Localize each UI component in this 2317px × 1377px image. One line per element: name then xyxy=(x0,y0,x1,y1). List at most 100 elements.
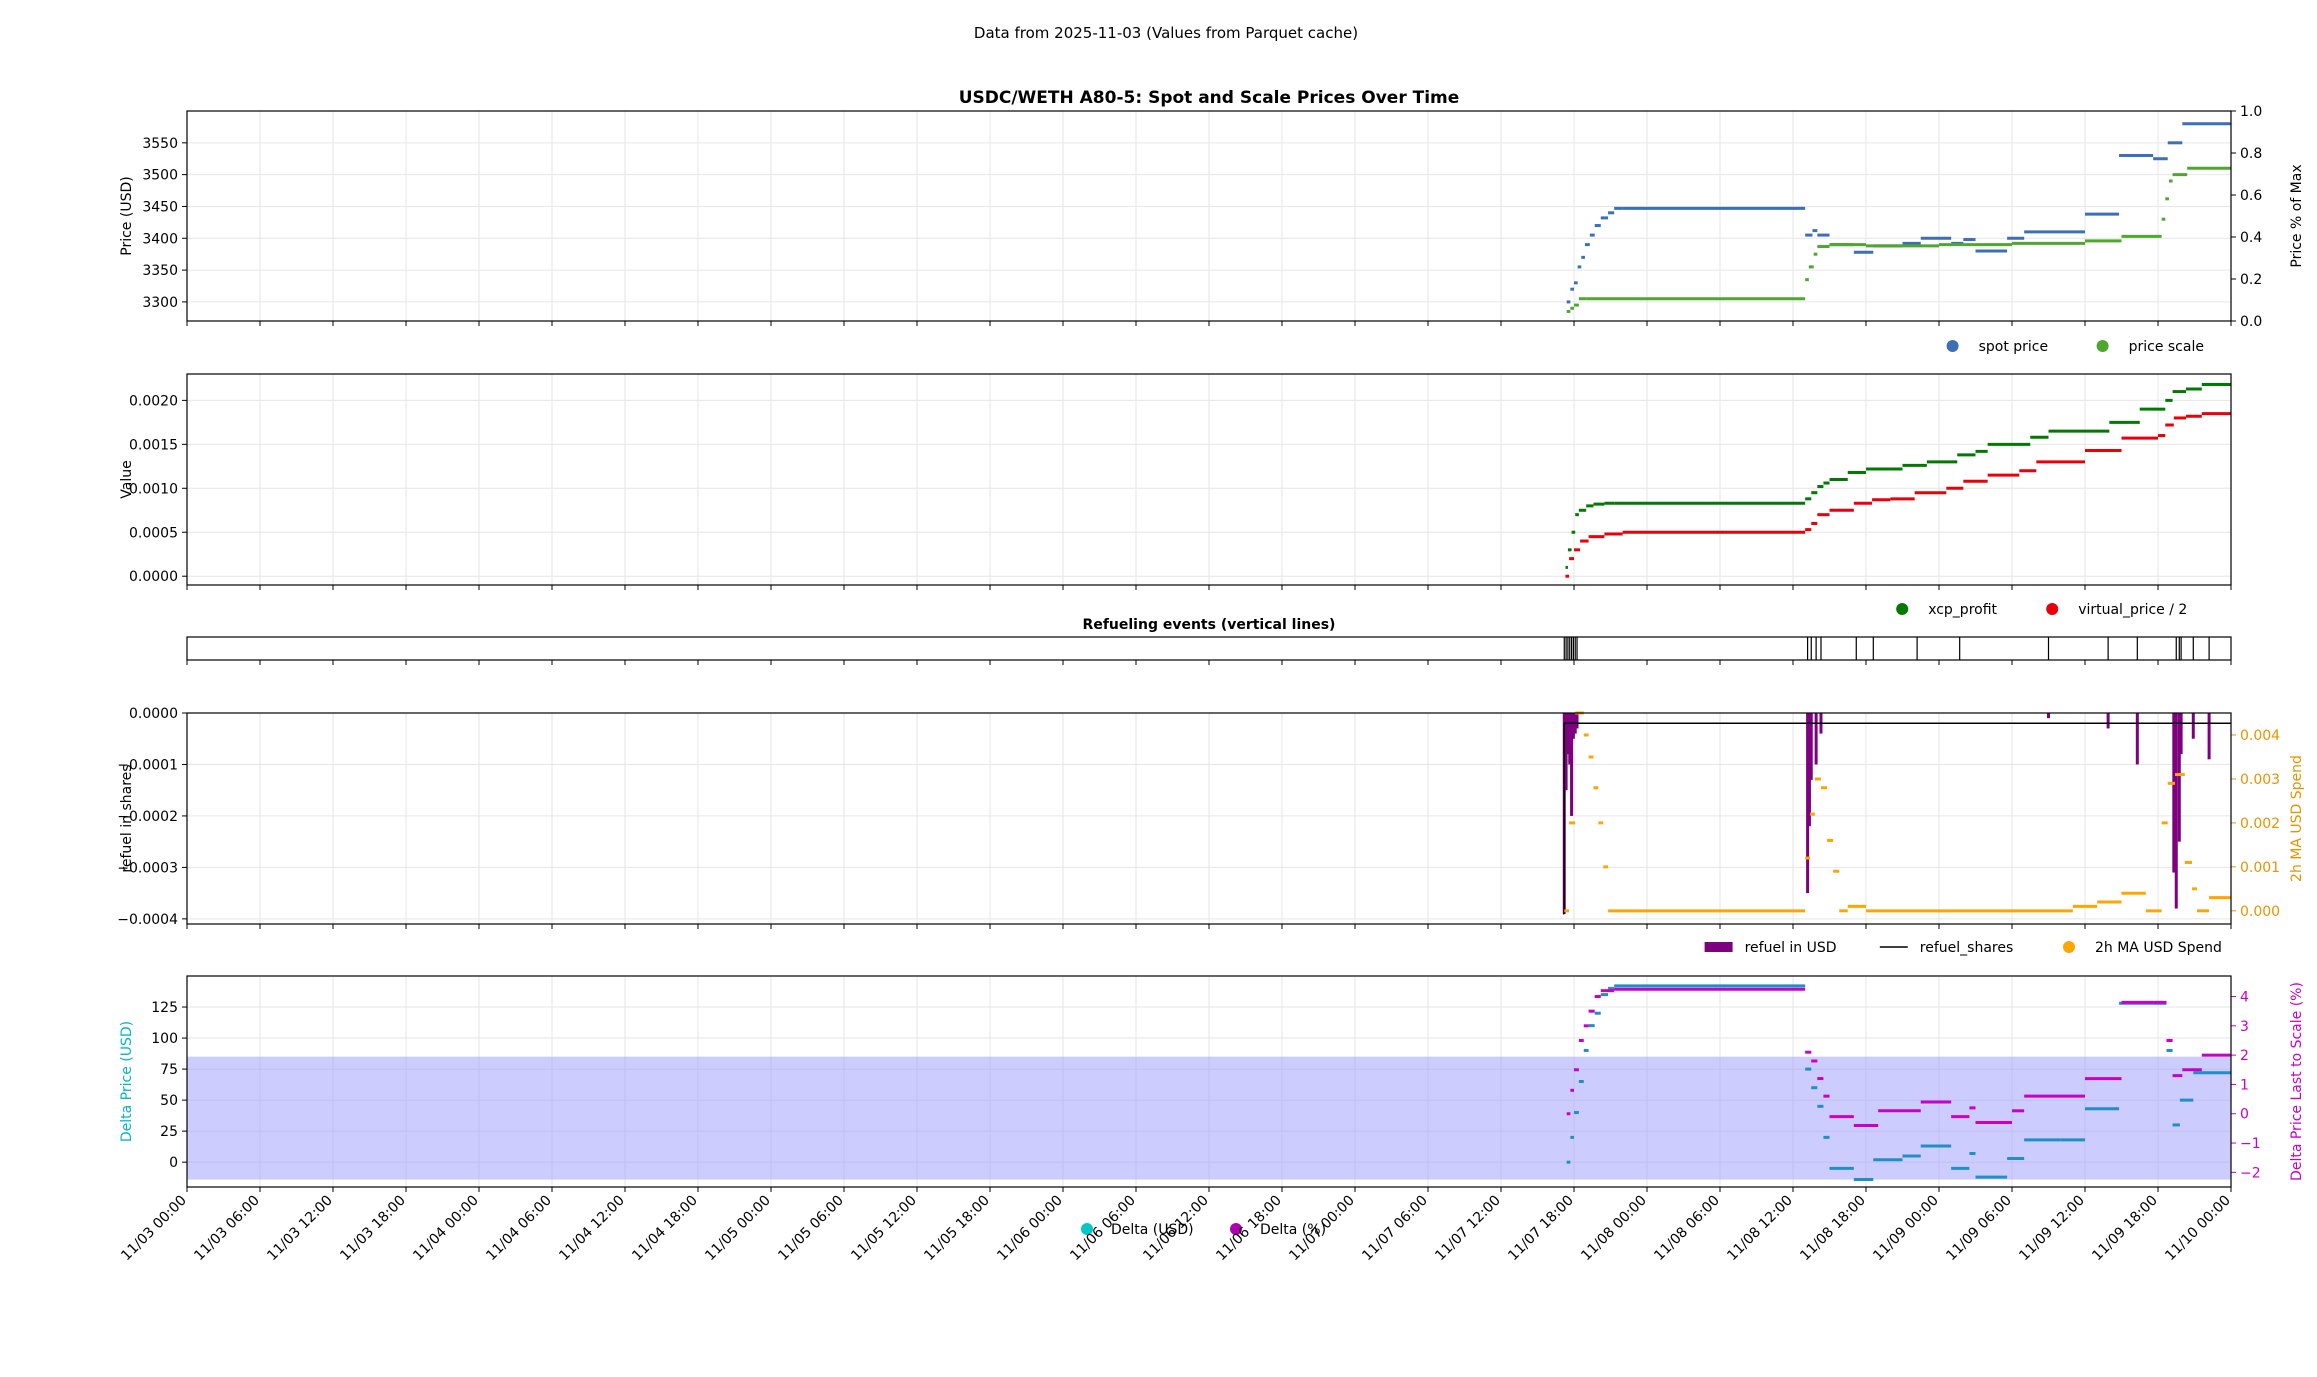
legend-label: price scale xyxy=(2129,339,2204,355)
legend-label: refuel_shares xyxy=(1920,940,2013,956)
legend-label: Delta (%) xyxy=(1260,1222,1326,1238)
refuel-usd-bar xyxy=(1564,713,1568,791)
refuel-usd-bar xyxy=(2207,713,2211,760)
refuel-usd-bar xyxy=(2191,713,2195,739)
legend-label: Delta (USD) xyxy=(1111,1222,1194,1238)
refuel-usd-bar xyxy=(1566,713,1570,755)
x-tick-label: 11/05 00:00 xyxy=(702,1193,774,1265)
y-tick-label: −0.0004 xyxy=(117,912,178,928)
y2-tick-label: 0.0 xyxy=(2240,314,2262,330)
panel-title: Refueling events (vertical lines) xyxy=(1083,617,1336,633)
y2-tick-label: −2 xyxy=(2240,1165,2261,1181)
x-tick-label: 11/03 18:00 xyxy=(337,1193,409,1265)
y-tick-label: −0.0003 xyxy=(117,860,178,876)
y2-tick-label: 0.004 xyxy=(2240,728,2280,744)
x-tick-label: 11/06 00:00 xyxy=(994,1193,1066,1265)
legend-marker xyxy=(2063,941,2075,953)
refuel-usd-bar xyxy=(1571,713,1575,739)
legend-label: spot price xyxy=(1979,339,2049,355)
x-tick-label: 11/04 18:00 xyxy=(629,1193,701,1265)
x-tick-label: 11/10 00:00 xyxy=(2162,1193,2234,1265)
legend-marker xyxy=(1896,603,1909,615)
refuel-usd-bar xyxy=(1575,713,1579,729)
y-tick-label: 0.0020 xyxy=(129,393,178,409)
y-tick-label: −0.0001 xyxy=(117,757,178,773)
y-tick-label: 50 xyxy=(160,1093,178,1109)
y-tick-label: 100 xyxy=(151,1031,178,1047)
legend-marker xyxy=(1081,1223,1093,1235)
y2-axis-label: 2h MA USD Spend xyxy=(2289,755,2305,882)
x-tick-label: 11/03 12:00 xyxy=(264,1193,336,1265)
y-axis-label: Delta Price (USD) xyxy=(119,1021,135,1142)
x-tick-label: 11/04 12:00 xyxy=(556,1193,628,1265)
y2-tick-label: 1 xyxy=(2240,1077,2249,1093)
x-axis-tick-labels: 11/03 00:00 11/03 06:00 11/03 12:00 11/03 1… xyxy=(118,1193,2234,1265)
x-tick-label: 11/05 06:00 xyxy=(775,1193,847,1265)
refuel-usd-bar xyxy=(2135,713,2139,765)
refuel-usd-bar xyxy=(1570,713,1574,816)
refuel-usd-bar xyxy=(1809,713,1813,780)
y2-tick-label: 0.003 xyxy=(2240,772,2280,788)
y-axis-label: refuel in shares xyxy=(119,764,135,872)
y-tick-label: 3350 xyxy=(142,263,178,279)
x-tick-label: 11/04 06:00 xyxy=(483,1193,555,1265)
x-tick-label: 11/03 00:00 xyxy=(118,1193,190,1265)
y-tick-label: 3300 xyxy=(142,295,178,311)
x-tick-label: 11/08 18:00 xyxy=(1797,1193,1869,1265)
delta-price-panel: 0 25 50 75 100 125 Delta Price (USD) −2 −1 0 1 2 3 4 D… xyxy=(119,975,2305,1238)
legend-marker xyxy=(2096,340,2109,352)
y-tick-label: 3550 xyxy=(142,136,178,152)
y-tick-label: 0 xyxy=(169,1155,178,1171)
y-tick-label: −0.0002 xyxy=(117,809,178,825)
legend-label: virtual_price / 2 xyxy=(2078,602,2187,618)
legend-marker xyxy=(1946,340,1959,352)
y2-tick-label: 0.8 xyxy=(2240,146,2262,162)
refuel-usd-bar xyxy=(2172,713,2176,873)
y2-tick-label: 2 xyxy=(2240,1048,2249,1064)
value-panel: 0.0000 0.0005 0.0010 0.0015 0.0020 Value virtu… xyxy=(119,373,2232,618)
y-tick-label: 3500 xyxy=(142,168,178,184)
price-panel: USDC/WETH A80-5: Spot and Scale Prices O… xyxy=(119,88,2305,355)
y-tick-label: 3400 xyxy=(142,231,178,247)
y2-tick-label: 0.001 xyxy=(2240,860,2280,876)
y2-tick-label: 0.000 xyxy=(2240,904,2280,920)
plot-frame xyxy=(186,975,2232,1188)
y2-axis-label: Delta Price Last to Scale (%) xyxy=(2289,982,2305,1181)
legend-label: refuel in USD xyxy=(1745,940,1837,956)
y2-tick-label: 3 xyxy=(2240,1019,2249,1035)
x-tick-label: 11/08 12:00 xyxy=(1724,1193,1796,1265)
y2-axis-label: Price % of Max xyxy=(2289,164,2305,267)
x-tick-label: 11/04 00:00 xyxy=(410,1193,482,1265)
refuel-usd-bar xyxy=(2106,713,2110,729)
x-tick-label: 11/07 06:00 xyxy=(1359,1193,1431,1265)
x-tick-label: 11/07 18:00 xyxy=(1505,1193,1577,1265)
plot-frame xyxy=(186,373,2232,586)
y-tick-label: 75 xyxy=(160,1062,178,1078)
legend-marker xyxy=(1230,1223,1242,1235)
y2-tick-label: 1.0 xyxy=(2240,104,2262,120)
y-tick-label: 125 xyxy=(151,1000,178,1016)
y-tick-label: 0.0010 xyxy=(129,481,178,497)
y-tick-label: 0.0000 xyxy=(129,569,178,585)
refuel-shares-panel: −0.0004 −0.0003 −0.0002 −0.0001 0.0000 refuel… xyxy=(117,706,2305,956)
refuel-events-panel: Refueling events (vertical lines) xyxy=(186,617,2232,665)
x-tick-label: 11/05 12:00 xyxy=(848,1193,920,1265)
refuel-usd-bar xyxy=(1807,713,1811,827)
refuel-usd-bar xyxy=(1568,713,1572,765)
refuel-usd-bar xyxy=(2047,713,2050,719)
y-tick-label: 0.0015 xyxy=(129,437,178,453)
x-tick-label: 11/09 12:00 xyxy=(2016,1193,2088,1265)
legend-label: 2h MA USD Spend xyxy=(2095,940,2222,956)
x-tick-label: 11/05 18:00 xyxy=(921,1193,993,1265)
x-tick-label: 11/08 00:00 xyxy=(1578,1193,1650,1265)
y2-tick-label: 0.6 xyxy=(2240,188,2262,204)
refuel-usd-bar xyxy=(1814,713,1818,765)
refuel-usd-bar xyxy=(1806,713,1810,894)
x-tick-label: 11/09 18:00 xyxy=(2089,1193,2161,1265)
y2-tick-label: 0.2 xyxy=(2240,272,2262,288)
plot-frame xyxy=(186,712,2232,925)
y-tick-label: 3450 xyxy=(142,199,178,215)
panel-title: USDC/WETH A80-5: Spot and Scale Prices O… xyxy=(959,88,1460,108)
x-tick-label: 11/03 06:00 xyxy=(191,1193,263,1265)
